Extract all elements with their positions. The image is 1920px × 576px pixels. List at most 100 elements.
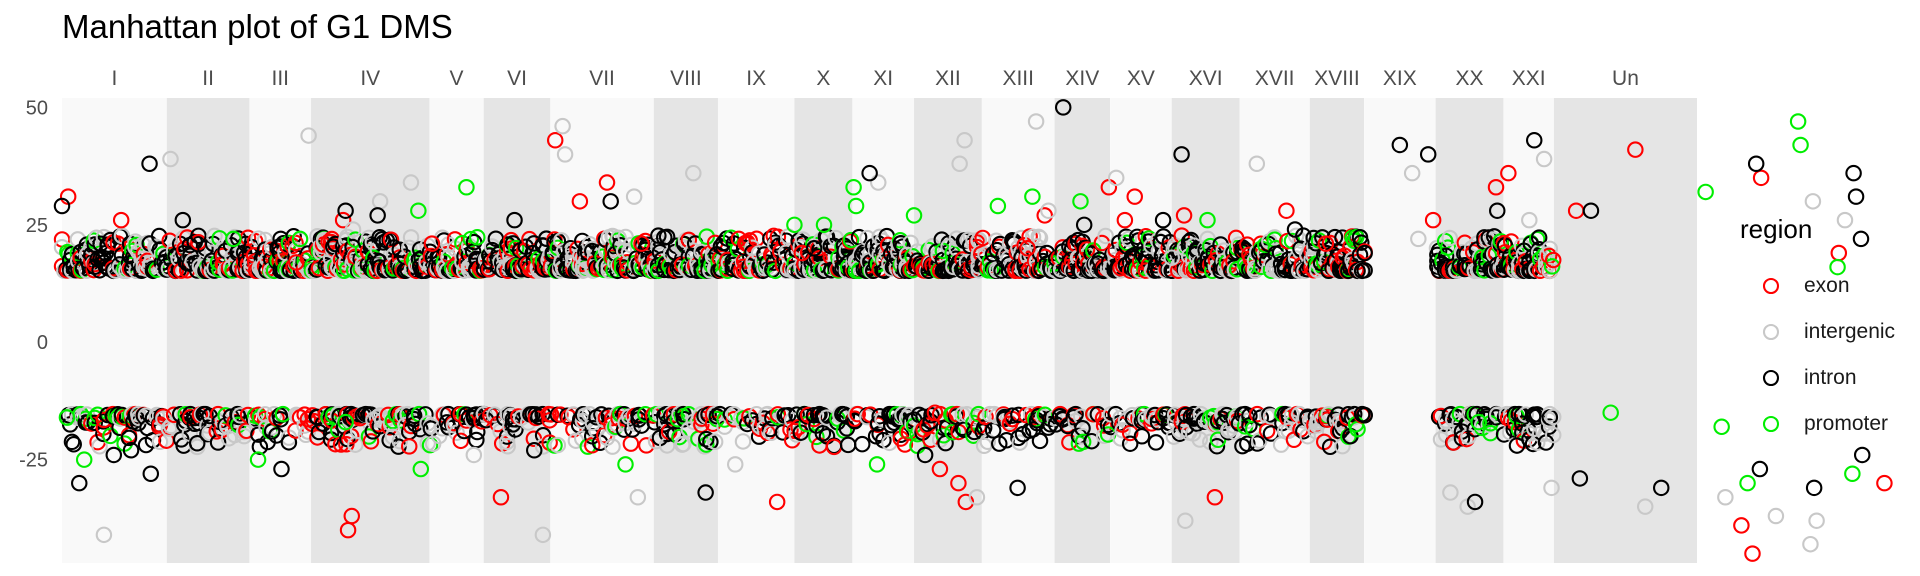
data-point (469, 229, 486, 246)
data-point-promoter (1697, 183, 1714, 201)
chromosome-label-XIX: XIX (1383, 67, 1417, 90)
data-point (1251, 432, 1268, 449)
y-axis-ticks: -25 0 25 50 (19, 97, 48, 471)
legend-label-promoter: promoter (1804, 412, 1889, 435)
data-point (226, 426, 244, 444)
chromosome-label-XVI: XVI (1189, 67, 1223, 90)
data-point-exon (957, 493, 975, 511)
data-point (1279, 232, 1296, 250)
data-point (1011, 434, 1028, 451)
data-point-intron (1419, 146, 1437, 163)
data-point-promoter (1470, 413, 1488, 431)
data-point (201, 424, 218, 442)
data-point (1543, 258, 1561, 275)
data-point (1530, 229, 1548, 246)
data-point-promoter (1072, 193, 1089, 210)
legend-label-intergenic: intergenic (1804, 320, 1896, 343)
data-point (391, 432, 409, 450)
data-point-intergenic (629, 488, 647, 506)
chromosome-label-IV: IV (360, 67, 380, 90)
data-point (626, 415, 644, 432)
data-point-exon (1116, 211, 1134, 229)
data-point (1356, 244, 1373, 262)
legend-items: exon intergenic intron promoter (1740, 263, 1895, 447)
data-point (190, 227, 207, 245)
data-point (986, 405, 1003, 423)
data-point (794, 235, 812, 252)
data-point (542, 406, 560, 423)
data-point-intron (1847, 188, 1865, 205)
data-point-intron (805, 240, 823, 257)
y-tick-label: -25 (19, 450, 48, 472)
data-point-exon (1733, 517, 1750, 534)
data-point (1544, 408, 1562, 426)
data-point-intergenic (1636, 498, 1654, 515)
data-point-intron (1747, 155, 1765, 173)
data-point (1441, 229, 1458, 247)
data-point-intron (1286, 221, 1304, 238)
data-point (322, 424, 340, 442)
chromosome-label-VIII: VIII (670, 67, 702, 90)
data-point-intergenic (956, 132, 973, 149)
data-point-intergenic (1808, 512, 1825, 529)
data-point (549, 436, 567, 454)
legend-item-exon: exon (1740, 263, 1895, 309)
data-point (230, 408, 247, 426)
data-point-promoter (1844, 465, 1861, 483)
data-point-intron (916, 446, 934, 464)
data-point (1031, 229, 1049, 247)
data-point (1074, 428, 1091, 445)
chromosome-bands (62, 98, 1697, 563)
data-point (1031, 432, 1049, 450)
data-point-promoter (905, 207, 923, 224)
data-point (369, 415, 387, 433)
data-point-intron (1751, 460, 1769, 478)
data-point-intron (1154, 211, 1172, 229)
data-point-intergenic (1535, 150, 1553, 168)
data-point-intergenic (344, 221, 362, 238)
data-point-intergenic (1410, 230, 1427, 248)
data-point (1451, 414, 1468, 432)
data-point-exon (598, 174, 616, 191)
chromosome-band-XII (914, 98, 982, 563)
data-point-intergenic (1521, 211, 1538, 229)
data-point-intron (273, 460, 290, 478)
chromosome-label-III: III (271, 67, 289, 90)
data-point-intron (526, 442, 543, 459)
data-point (617, 228, 634, 246)
chromosome-label-II: II (202, 67, 214, 90)
legend-label-exon: exon (1804, 274, 1850, 297)
data-point-exon (1019, 240, 1036, 257)
chromosome-label-XXI: XXI (1512, 67, 1546, 90)
data-point-intron (1488, 202, 1506, 219)
data-point (698, 430, 715, 448)
legend-key-intergenic (1758, 319, 1784, 345)
chromosome-band-XVIII (1309, 98, 1365, 563)
legend-item-intergenic: intergenic (1740, 309, 1895, 355)
data-point-promoter (410, 202, 427, 219)
data-point-intergenic (95, 526, 113, 544)
legend-label-intron: intron (1804, 366, 1857, 389)
data-point-intron (1852, 230, 1870, 248)
y-tick-label: 25 (26, 215, 48, 237)
data-point-exon (1278, 202, 1295, 219)
data-point-intron (105, 446, 123, 464)
data-point-promoter (1713, 418, 1730, 436)
data-point-intergenic (951, 155, 968, 173)
data-point-intron (122, 442, 140, 459)
data-point-exon (1752, 169, 1770, 187)
data-point (1074, 433, 1092, 451)
chromosome-label-VI: VI (507, 67, 527, 90)
data-point-intron (1009, 479, 1026, 497)
data-point (1097, 227, 1114, 245)
data-point-intron (53, 197, 71, 215)
data-point (1439, 239, 1457, 256)
data-point-intron (1173, 146, 1190, 163)
data-point (148, 408, 166, 425)
data-point (1121, 435, 1139, 452)
data-point-exon (1424, 211, 1442, 229)
data-point-intergenic (1177, 512, 1194, 529)
data-point-exon (1317, 235, 1335, 252)
data-point-intron (1525, 132, 1543, 149)
data-point-intergenic (1442, 484, 1459, 501)
